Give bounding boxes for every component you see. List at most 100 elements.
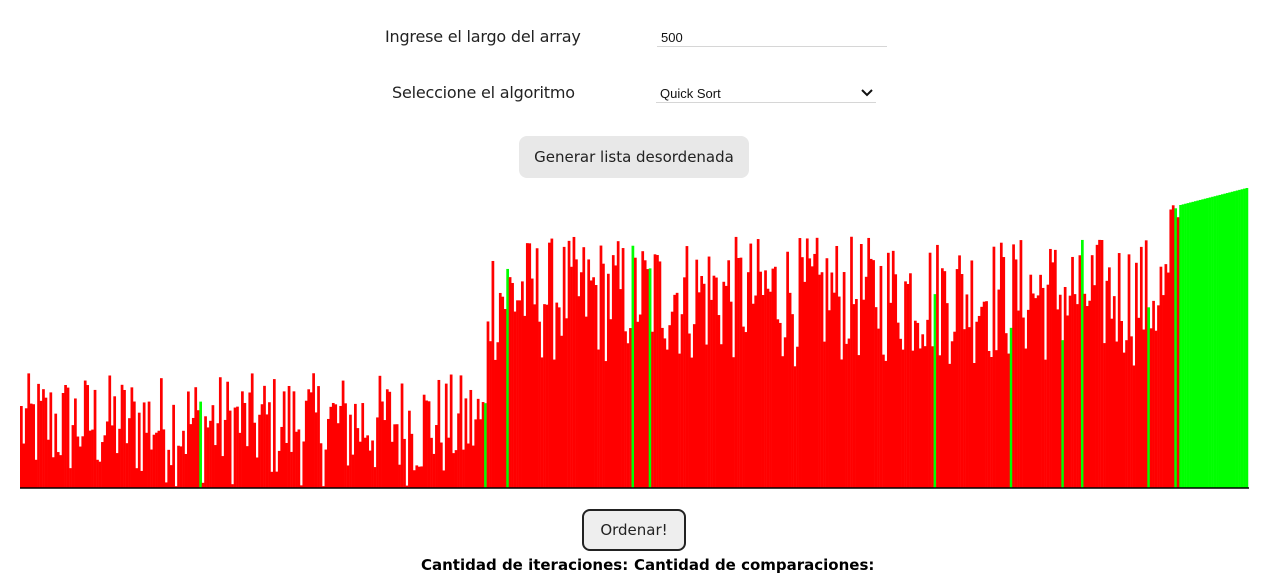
bar-486 [1213, 196, 1217, 488]
bar-450 [1125, 340, 1128, 488]
bar-274 [692, 324, 696, 488]
bar-464 [1159, 266, 1163, 488]
bar-99 [263, 385, 266, 488]
bar-49 [140, 470, 144, 488]
array-length-input[interactable] [657, 28, 887, 47]
bar-258 [653, 254, 657, 488]
bar-12 [49, 392, 53, 488]
bar-290 [732, 357, 735, 488]
bar-382 [958, 255, 961, 488]
bar-371 [931, 346, 934, 488]
bar-225 [572, 236, 576, 488]
algorithm-select[interactable]: Quick Sort [656, 84, 876, 103]
bar-39 [115, 453, 119, 488]
bar-399 [999, 242, 1003, 488]
bar-330 [830, 272, 834, 488]
bar-118 [309, 392, 313, 488]
bar-243 [616, 241, 620, 488]
bar-131 [341, 380, 345, 488]
bar-195 [498, 292, 502, 488]
bar-214 [545, 304, 549, 488]
bar-334 [840, 359, 844, 488]
bar-356 [894, 274, 898, 488]
bar-341 [857, 355, 861, 488]
bar-480 [1198, 199, 1202, 488]
bar-325 [818, 274, 821, 488]
bar-437 [1093, 285, 1096, 488]
bar-104 [275, 471, 279, 488]
bar-91 [243, 402, 247, 488]
bar-5 [32, 404, 35, 488]
bar-261 [661, 327, 664, 488]
bar-271 [685, 246, 689, 488]
bar-262 [663, 338, 667, 488]
bar-406 [1017, 310, 1020, 488]
bar-286 [722, 281, 726, 488]
bar-237 [602, 263, 605, 488]
bar-309 [778, 322, 782, 488]
bar-153 [395, 424, 399, 488]
bar-156 [403, 438, 406, 488]
bar-379 [950, 341, 954, 488]
bar-208 [530, 278, 534, 488]
bar-340 [855, 299, 858, 488]
bar-181 [464, 398, 468, 488]
generate-list-button[interactable]: Generar lista desordenada [519, 136, 749, 178]
bar-184 [471, 445, 475, 488]
bar-203 [518, 300, 522, 488]
bar-112 [295, 431, 298, 488]
bar-142 [368, 450, 372, 488]
bar-445 [1112, 296, 1116, 488]
bar-270 [683, 277, 686, 488]
bar-447 [1117, 253, 1121, 488]
sort-button[interactable]: Ordenar! [582, 509, 686, 551]
bar-264 [668, 325, 672, 488]
bar-33 [101, 442, 104, 488]
bar-423 [1058, 294, 1062, 488]
bar-227 [577, 296, 581, 488]
bar-282 [712, 275, 716, 488]
bar-421 [1053, 249, 1057, 488]
bar-31 [96, 459, 99, 488]
bar-57 [159, 378, 163, 488]
bar-90 [241, 391, 244, 488]
bar-186 [476, 398, 480, 488]
bar-120 [314, 412, 318, 488]
bar-132 [344, 403, 347, 488]
bar-199 [508, 277, 512, 488]
bar-146 [378, 375, 382, 488]
bar-240 [609, 319, 613, 488]
bar-473 [1181, 204, 1185, 488]
bar-34 [103, 435, 107, 488]
bar-246 [624, 331, 627, 488]
bar-372 [933, 294, 937, 488]
bar-164 [422, 394, 426, 488]
bar-122 [319, 443, 323, 488]
bar-322 [810, 266, 814, 488]
bar-304 [766, 288, 770, 488]
bar-107 [282, 391, 286, 488]
bar-260 [658, 261, 662, 488]
bar-279 [705, 344, 708, 488]
bar-413 [1034, 298, 1038, 488]
bar-165 [425, 400, 428, 488]
bar-87 [233, 407, 237, 488]
bar-485 [1211, 196, 1214, 488]
bar-267 [675, 292, 679, 488]
bar-481 [1201, 199, 1205, 488]
bar-121 [317, 386, 320, 488]
bar-50 [142, 402, 146, 488]
bar-125 [327, 418, 330, 488]
bar-215 [548, 242, 551, 488]
bar-77 [209, 420, 212, 488]
bar-463 [1157, 305, 1160, 488]
bar-296 [746, 272, 750, 488]
bar-454 [1135, 262, 1138, 488]
bar-352 [884, 360, 888, 488]
bar-263 [665, 349, 669, 488]
bar-171 [439, 442, 443, 488]
bar-266 [673, 294, 677, 488]
bar-89 [238, 432, 242, 488]
bar-327 [823, 341, 826, 488]
bar-43 [125, 443, 129, 488]
